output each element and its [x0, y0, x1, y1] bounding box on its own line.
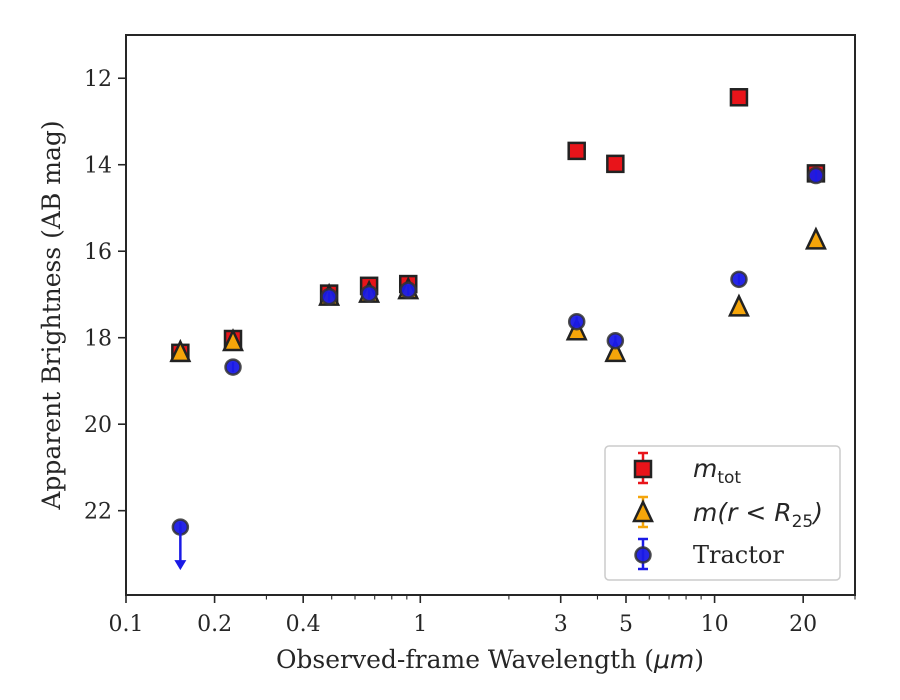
x-tick-label: 10	[701, 612, 729, 637]
x-tick-label: 0.1	[109, 612, 144, 637]
data-point-triangle	[727, 293, 750, 317]
upper-limit-arrow-head	[174, 560, 187, 571]
series-square	[171, 88, 826, 363]
legend-box	[604, 445, 841, 581]
x-tick-label: 1	[413, 612, 427, 637]
x-tick-label: 0.2	[197, 612, 232, 637]
legend: mtot m(r < R25) Tractor	[604, 445, 841, 581]
data-point-circle	[360, 284, 378, 303]
data-point-circle	[606, 331, 625, 350]
x-tick-label: 0.4	[286, 612, 321, 637]
legend-marker-m-r25	[632, 495, 654, 529]
y-tick-label: 14	[84, 154, 112, 179]
legend-marker-square	[633, 459, 653, 479]
y-tick-label: 12	[84, 67, 112, 92]
x-tick-label: 20	[789, 612, 817, 637]
data-point-circle	[320, 287, 338, 306]
data-point-triangle	[169, 338, 192, 363]
data-point-triangle	[604, 338, 627, 363]
data-point-circle	[224, 358, 242, 376]
legend-marker-circle	[634, 546, 652, 564]
y-axis-title: Apparent Brightness (AB mag)	[37, 120, 66, 510]
y-tick-label: 22	[84, 500, 112, 525]
x-axis: 0.1 0.2 0.4 1 3 5 10 20	[109, 595, 856, 637]
plot-frame	[125, 34, 856, 596]
x-axis-title: Observed-frame Wavelength (μm)	[276, 645, 704, 674]
data-point-triangle	[804, 226, 827, 250]
data-point-square	[567, 141, 586, 161]
y-tick-label: 18	[84, 327, 112, 352]
x-tick-label: 3	[554, 612, 568, 637]
y-tick-label: 16	[84, 240, 112, 265]
x-tick-label: 5	[619, 612, 633, 637]
series-circle	[171, 166, 825, 571]
data-point-circle	[399, 281, 417, 299]
data-markers	[169, 88, 827, 571]
legend-label-m-r25: m(r < R25)	[693, 498, 823, 532]
data-point-triangle	[222, 328, 244, 352]
legend-marker-m-tot	[633, 451, 653, 485]
legend-label-m-tot: mtot	[693, 454, 741, 488]
legend-marker-triangle	[632, 499, 654, 523]
series-triangle	[169, 226, 827, 363]
data-point-circle	[567, 312, 586, 331]
data-point-square	[729, 88, 749, 107]
y-axis: 12 14 16 18 20 22	[84, 67, 126, 525]
data-point-square	[606, 154, 625, 174]
data-point-circle	[730, 270, 748, 289]
data-point-circle	[807, 166, 825, 185]
legend-marker-tractor	[634, 537, 652, 571]
y-tick-label: 20	[84, 413, 112, 438]
legend-label-tractor: Tractor	[693, 541, 784, 569]
